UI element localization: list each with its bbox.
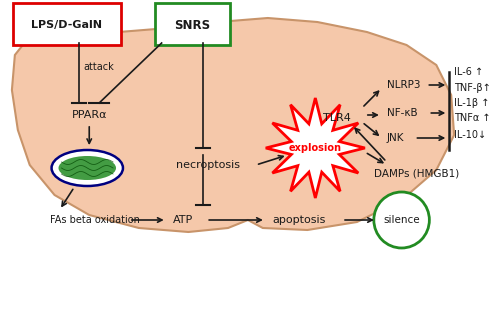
Circle shape <box>374 192 430 248</box>
Text: IL-10↓: IL-10↓ <box>454 130 486 140</box>
Text: JNK: JNK <box>386 133 404 143</box>
Text: necroptosis: necroptosis <box>176 160 240 170</box>
Text: attack: attack <box>84 62 114 72</box>
Text: ATP: ATP <box>174 215 194 225</box>
Text: TNF-β↑: TNF-β↑ <box>454 83 491 93</box>
Text: IL-6 ↑: IL-6 ↑ <box>454 67 484 77</box>
Ellipse shape <box>52 150 123 186</box>
Ellipse shape <box>58 156 116 180</box>
FancyBboxPatch shape <box>154 3 230 45</box>
Text: silence: silence <box>384 215 420 225</box>
FancyBboxPatch shape <box>13 3 121 45</box>
Text: NF-κB: NF-κB <box>386 108 418 118</box>
Text: apoptosis: apoptosis <box>273 215 326 225</box>
Text: TLR4: TLR4 <box>323 113 351 123</box>
Polygon shape <box>12 18 454 232</box>
Text: LPS/D-GalN: LPS/D-GalN <box>31 20 102 30</box>
Text: NLRP3: NLRP3 <box>386 80 420 90</box>
Text: explosion: explosion <box>289 143 342 153</box>
Text: PPARα: PPARα <box>72 110 107 120</box>
Polygon shape <box>266 98 365 198</box>
Text: IL-1β ↑: IL-1β ↑ <box>454 98 490 108</box>
Text: TNFα ↑: TNFα ↑ <box>454 113 490 123</box>
Text: DAMPs (HMGB1): DAMPs (HMGB1) <box>374 168 459 178</box>
Text: SNRS: SNRS <box>174 19 210 32</box>
Text: FAs beta oxidation: FAs beta oxidation <box>50 215 140 225</box>
